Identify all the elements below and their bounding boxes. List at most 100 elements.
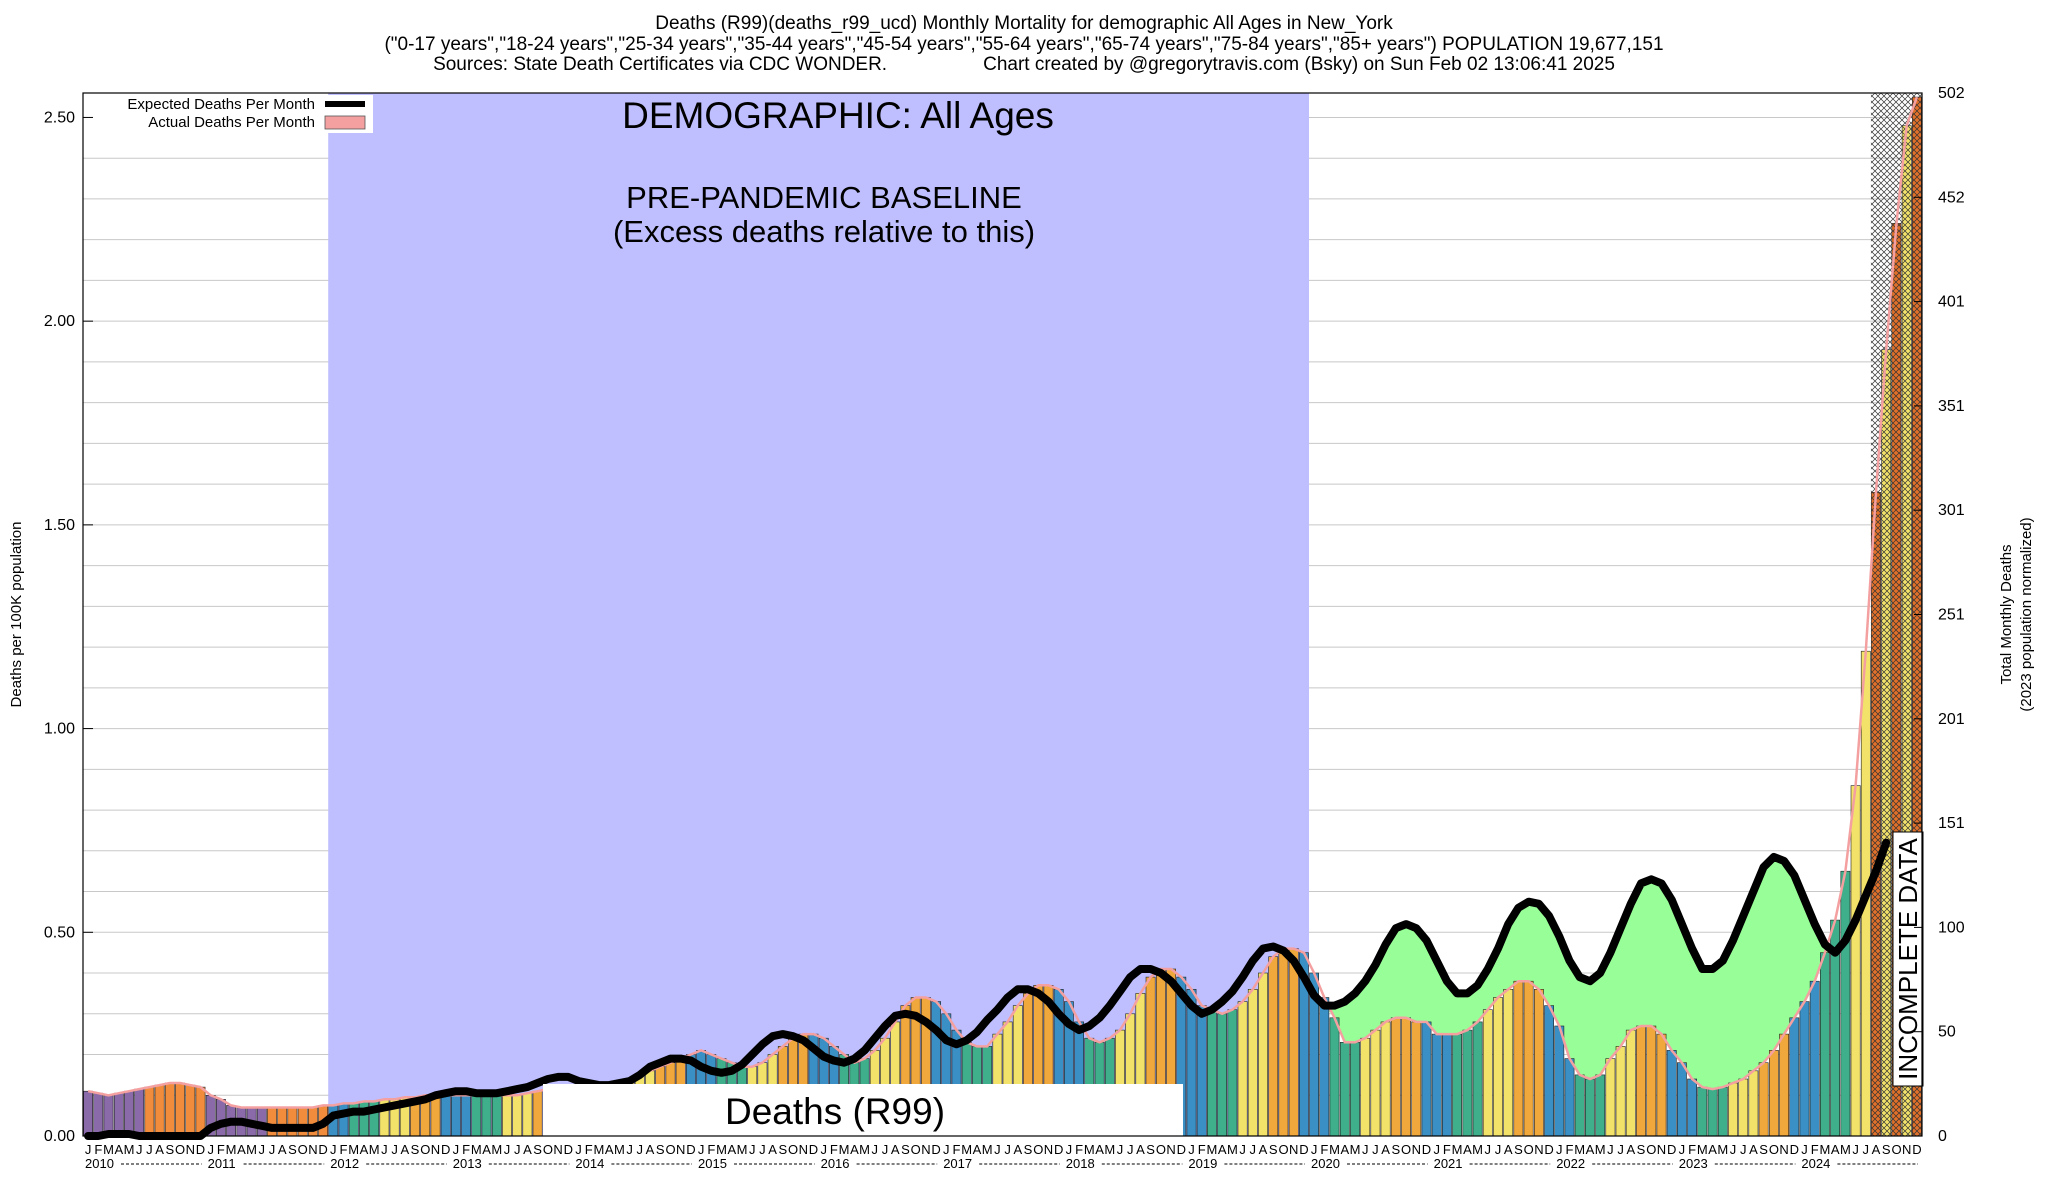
x-year-label: 2021 (1434, 1156, 1463, 1171)
x-year-label: 2019 (1188, 1156, 1217, 1171)
x-month-label: F (1443, 1142, 1451, 1157)
x-month-label: O (175, 1142, 185, 1157)
lines-layer (84, 96, 1919, 1140)
x-month-label: J (1607, 1142, 1614, 1157)
x-month-label: N (1289, 1142, 1298, 1157)
x-month-label: J (269, 1142, 276, 1157)
x-month-label: A (1749, 1142, 1758, 1157)
bar (1544, 1005, 1554, 1137)
x-month-label: J (1362, 1142, 1369, 1157)
x-month-label: D (1667, 1142, 1676, 1157)
bar (103, 1095, 114, 1137)
bar (1493, 997, 1503, 1137)
x-month-label: N (1779, 1142, 1788, 1157)
x-month-label: N (676, 1142, 685, 1157)
x-month-label: F (585, 1142, 593, 1157)
bar (144, 1086, 155, 1137)
bar (1707, 1088, 1718, 1137)
x-month-label: D (1912, 1142, 1921, 1157)
bar (1452, 1033, 1462, 1137)
bar (1258, 972, 1268, 1137)
x-year-label: 2024 (1801, 1156, 1830, 1171)
bar (1472, 1021, 1483, 1137)
chart-credit: Chart created by @gregorytravis.com (Bsk… (983, 54, 1615, 75)
x-month-label: O (1646, 1142, 1656, 1157)
x-month-label: F (1811, 1142, 1819, 1157)
bar (359, 1101, 369, 1137)
x-month-label: N (1534, 1142, 1543, 1157)
x-month-label: A (360, 1142, 369, 1157)
y-tick-label: 0.50 (44, 924, 75, 941)
bar (1656, 1033, 1667, 1137)
x-month-label: M (1452, 1142, 1463, 1157)
bar (1738, 1078, 1749, 1137)
x-month-label: M (1084, 1142, 1095, 1157)
bar (1717, 1086, 1728, 1137)
x-month-label: J (453, 1142, 460, 1157)
x-month-label: F (1075, 1142, 1083, 1157)
bar (1217, 1013, 1227, 1137)
right-tick-label: 452 (1938, 189, 1965, 206)
x-month-label: S (411, 1142, 420, 1157)
bar (522, 1092, 533, 1137)
x-month-label: J (759, 1142, 766, 1157)
bar (1482, 1009, 1493, 1137)
x-month-label: D (931, 1142, 940, 1157)
x-month-label: D (809, 1142, 818, 1157)
x-month-label: N (186, 1142, 195, 1157)
bar (481, 1095, 492, 1137)
x-month-label: J (85, 1142, 92, 1157)
actual-deaths-line (87, 96, 1919, 1109)
x-month-label: O (1524, 1142, 1534, 1157)
bar (1247, 988, 1258, 1137)
x-month-label: J (1004, 1142, 1011, 1157)
x-month-label: D (1544, 1142, 1553, 1157)
x-month-label: M (246, 1142, 257, 1157)
x-month-label: F (707, 1142, 715, 1157)
bar (1268, 956, 1279, 1137)
x-year-label: 2013 (453, 1156, 482, 1171)
right-tick-label: 502 (1938, 85, 1965, 102)
bar (1605, 1058, 1616, 1137)
x-month-label: M (1104, 1142, 1115, 1157)
excess-area-layer (1314, 842, 1887, 1090)
x-month-label: S (1391, 1142, 1400, 1157)
bar (1207, 1009, 1217, 1137)
demographic-label: DEMOGRAPHIC: All Ages (622, 95, 1054, 136)
bar (1585, 1078, 1595, 1137)
x-month-label: M (491, 1142, 502, 1157)
bar (154, 1084, 165, 1137)
x-month-label: F (217, 1142, 225, 1157)
x-month-label: D (1299, 1142, 1308, 1157)
x-month-label: O (298, 1142, 308, 1157)
right-tick-label: 100 (1938, 919, 1965, 936)
x-month-label: S (778, 1142, 787, 1157)
x-month-label: J (1433, 1142, 1440, 1157)
incomplete-label: INCOMPLETE DATA (1893, 837, 1923, 1079)
cause-label: Deaths (R99) (725, 1091, 945, 1132)
chart-sources-line: Sources: State Death Certificates via CD… (0, 54, 2048, 75)
x-month-label: O (420, 1142, 430, 1157)
x-month-label: M (1697, 1142, 1708, 1157)
x-month-label: O (1156, 1142, 1166, 1157)
bar (1728, 1082, 1738, 1137)
x-month-label: S (533, 1142, 542, 1157)
chart-title-header: Deaths (R99)(deaths_r99_ucd) Monthly Mor… (655, 13, 1393, 34)
x-month-label: S (1269, 1142, 1278, 1157)
x-year-label: 2014 (575, 1156, 604, 1171)
bar (1697, 1086, 1708, 1137)
x-month-label: M (103, 1142, 114, 1157)
x-month-label: N (1657, 1142, 1666, 1157)
x-month-label: N (799, 1142, 808, 1157)
x-month-label: J (259, 1142, 266, 1157)
y-axis-label: Deaths per 100K population (8, 522, 25, 708)
x-month-label: J (994, 1142, 1001, 1157)
x-month-label: J (626, 1142, 633, 1157)
x-month-label: M (1819, 1142, 1830, 1157)
x-month-label: O (788, 1142, 798, 1157)
x-month-label: A (1381, 1142, 1390, 1157)
axes-layer: 0.00 0.50 1.00 1.50 2.00 2.50 0 50 100 151 201 251 3… (8, 85, 2035, 1171)
x-month-label: S (165, 1142, 174, 1157)
x-month-label: M (593, 1142, 604, 1157)
